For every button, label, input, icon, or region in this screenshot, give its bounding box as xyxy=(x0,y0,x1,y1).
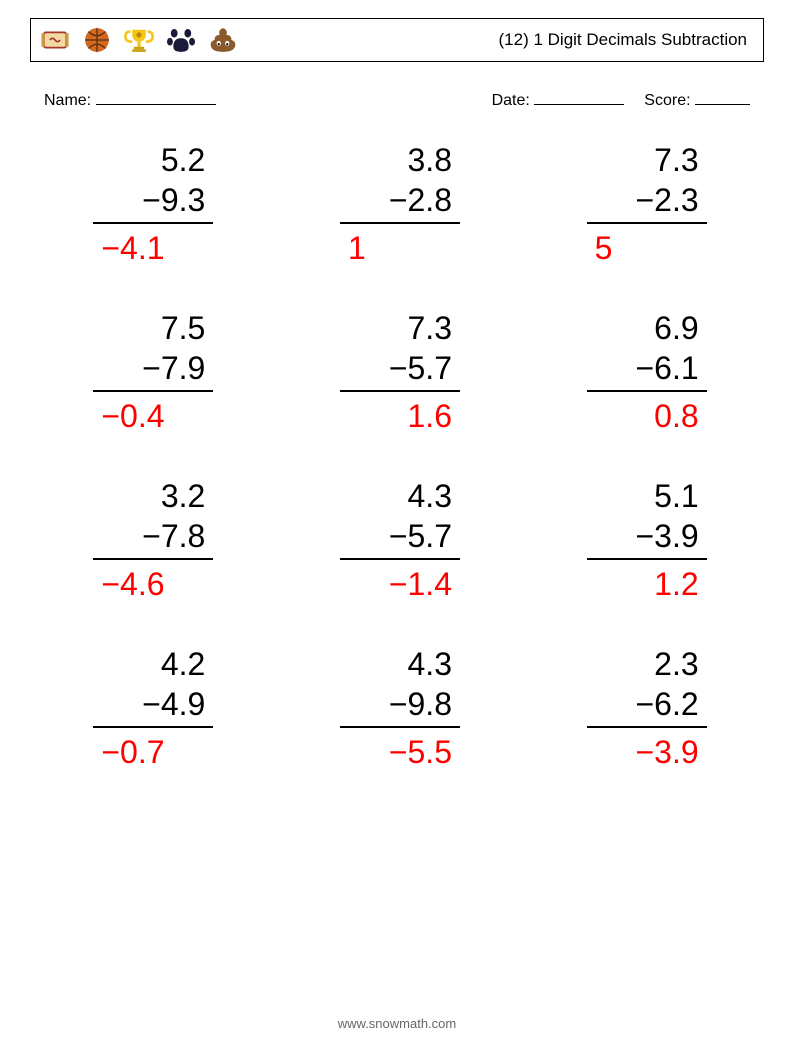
problem: 7.5−7.9−0.4 xyxy=(60,308,247,436)
date-blank[interactable] xyxy=(534,90,624,105)
problem: 4.3−9.8−5.5 xyxy=(307,644,494,772)
operand-top: 2.3 xyxy=(587,644,707,684)
answer: −3.9 xyxy=(587,728,707,772)
operand-top: 3.8 xyxy=(340,140,460,180)
date-label: Date: xyxy=(492,92,530,109)
operand-bottom: −7.9 xyxy=(93,348,213,392)
answer: −5.5 xyxy=(340,728,460,772)
operand-top: 7.3 xyxy=(587,140,707,180)
header-bar: (12) 1 Digit Decimals Subtraction xyxy=(30,18,764,62)
problem: 4.2−4.9−0.7 xyxy=(60,644,247,772)
operand-bottom: −9.8 xyxy=(340,684,460,728)
operand-bottom: −6.1 xyxy=(587,348,707,392)
poop-icon xyxy=(205,22,241,58)
dogfood-icon xyxy=(37,22,73,58)
answer: −4.1 xyxy=(93,224,213,268)
problem: 2.3−6.2−3.9 xyxy=(553,644,740,772)
operand-top: 7.3 xyxy=(340,308,460,348)
operand-top: 4.2 xyxy=(93,644,213,684)
operand-bottom: −2.3 xyxy=(587,180,707,224)
operand-bottom: −4.9 xyxy=(93,684,213,728)
header-icons xyxy=(37,22,241,58)
paw-icon xyxy=(163,22,199,58)
operand-bottom: −3.9 xyxy=(587,516,707,560)
operand-bottom: −2.8 xyxy=(340,180,460,224)
problem: 3.8−2.81 xyxy=(307,140,494,268)
answer: −0.7 xyxy=(93,728,213,772)
problem: 6.9−6.10.8 xyxy=(553,308,740,436)
problem: 3.2−7.8−4.6 xyxy=(60,476,247,604)
operand-bottom: −9.3 xyxy=(93,180,213,224)
name-label: Name: xyxy=(44,92,91,109)
trophy-icon xyxy=(121,22,157,58)
operand-bottom: −7.8 xyxy=(93,516,213,560)
answer: −0.4 xyxy=(93,392,213,436)
problem: 5.2−9.3−4.1 xyxy=(60,140,247,268)
operand-top: 3.2 xyxy=(93,476,213,516)
operand-top: 7.5 xyxy=(93,308,213,348)
operand-top: 4.3 xyxy=(340,644,460,684)
problem: 7.3−5.71.6 xyxy=(307,308,494,436)
name-blank[interactable] xyxy=(96,90,216,105)
score-label: Score: xyxy=(644,92,690,109)
operand-top: 6.9 xyxy=(587,308,707,348)
answer: −1.4 xyxy=(340,560,460,604)
operand-top: 4.3 xyxy=(340,476,460,516)
problem: 7.3−2.35 xyxy=(553,140,740,268)
operand-top: 5.2 xyxy=(93,140,213,180)
problem: 4.3−5.7−1.4 xyxy=(307,476,494,604)
answer: 1.6 xyxy=(340,392,460,436)
answer: 1 xyxy=(340,224,460,268)
operand-bottom: −5.7 xyxy=(340,348,460,392)
answer: 0.8 xyxy=(587,392,707,436)
operand-top: 5.1 xyxy=(587,476,707,516)
operand-bottom: −6.2 xyxy=(587,684,707,728)
answer: 1.2 xyxy=(587,560,707,604)
answer: −4.6 xyxy=(93,560,213,604)
score-blank[interactable] xyxy=(695,90,750,105)
answer: 5 xyxy=(587,224,707,268)
footer-text: www.snowmath.com xyxy=(0,1016,794,1031)
problem: 5.1−3.91.2 xyxy=(553,476,740,604)
worksheet-title: (12) 1 Digit Decimals Subtraction xyxy=(499,30,747,50)
info-row: Name: Date: Score: xyxy=(44,90,750,110)
operand-bottom: −5.7 xyxy=(340,516,460,560)
basketball-icon xyxy=(79,22,115,58)
problems-grid: 5.2−9.3−4.13.8−2.817.3−2.357.5−7.9−0.47.… xyxy=(60,140,740,772)
